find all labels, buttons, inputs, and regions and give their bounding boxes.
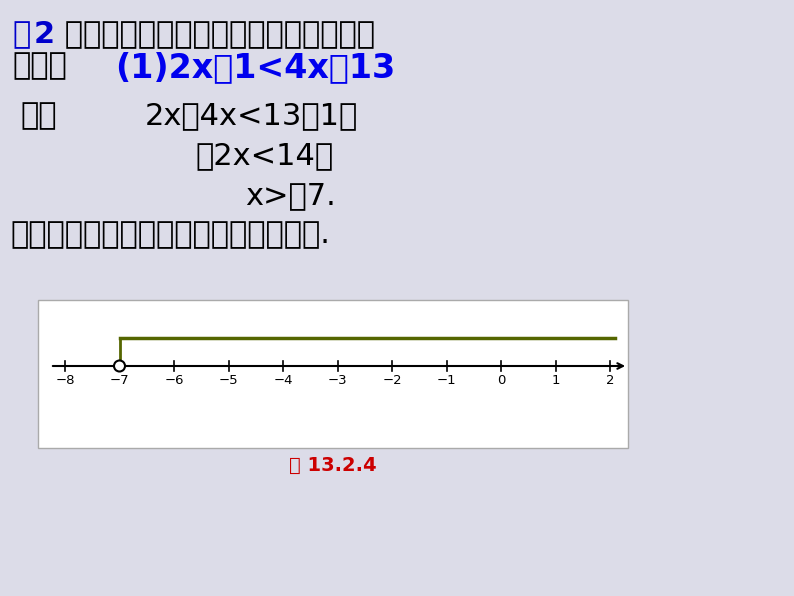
Text: −3: −3 [328, 374, 347, 387]
Text: 2: 2 [606, 374, 615, 387]
Text: 1: 1 [551, 374, 560, 387]
Text: 例: 例 [12, 20, 30, 49]
Text: −7: −7 [110, 374, 129, 387]
Text: x>－7.: x>－7. [245, 181, 336, 210]
Text: 解下列不等式，并将解集在数轴上表示: 解下列不等式，并将解集在数轴上表示 [55, 20, 375, 49]
FancyBboxPatch shape [38, 300, 628, 448]
Text: －2x<14，: －2x<14， [195, 141, 333, 170]
Text: −4: −4 [273, 374, 293, 387]
Text: (1)2x－1<4x＋13: (1)2x－1<4x＋13 [115, 51, 395, 84]
Text: 这个不等式的解集在数轴上的表示如下.: 这个不等式的解集在数轴上的表示如下. [10, 220, 330, 249]
Text: 2x－4x<13＋1，: 2x－4x<13＋1， [145, 101, 358, 130]
Text: −6: −6 [164, 374, 183, 387]
Text: 图 13.2.4: 图 13.2.4 [289, 456, 377, 475]
Text: 解：: 解： [20, 101, 56, 130]
Text: −8: −8 [56, 374, 75, 387]
Text: 出来：: 出来： [12, 51, 67, 80]
Text: 2: 2 [34, 20, 55, 49]
Circle shape [114, 361, 125, 371]
Text: −5: −5 [218, 374, 238, 387]
Text: 0: 0 [497, 374, 505, 387]
Text: −1: −1 [437, 374, 457, 387]
Text: −2: −2 [382, 374, 402, 387]
